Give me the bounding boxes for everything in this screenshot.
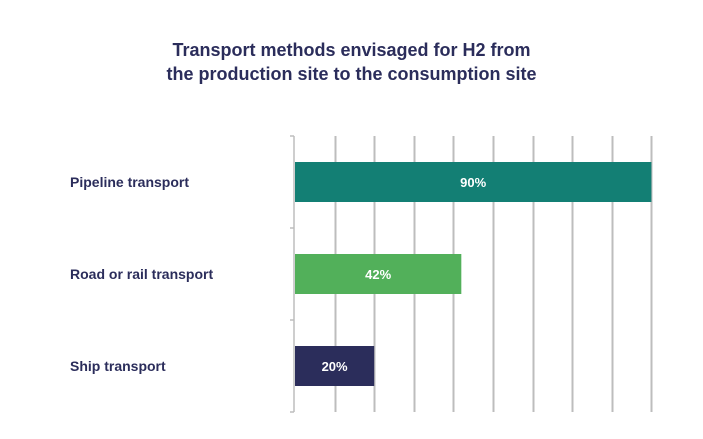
bar — [295, 254, 462, 294]
chart-title-line-2: the production site to the consumption s… — [166, 64, 537, 84]
chart-title-line-1: Transport methods envisaged for H2 from — [172, 40, 531, 60]
chart-title: Transport methods envisaged for H2 from … — [0, 38, 703, 86]
category-label: Road or rail transport — [70, 266, 213, 282]
bar — [295, 162, 652, 202]
bar-data-label: 90% — [460, 175, 486, 190]
bar-data-label: 42% — [365, 267, 391, 282]
category-label: Pipeline transport — [70, 174, 189, 190]
bar-data-label: 20% — [322, 359, 348, 374]
bar — [295, 346, 375, 386]
category-label: Ship transport — [70, 358, 166, 374]
